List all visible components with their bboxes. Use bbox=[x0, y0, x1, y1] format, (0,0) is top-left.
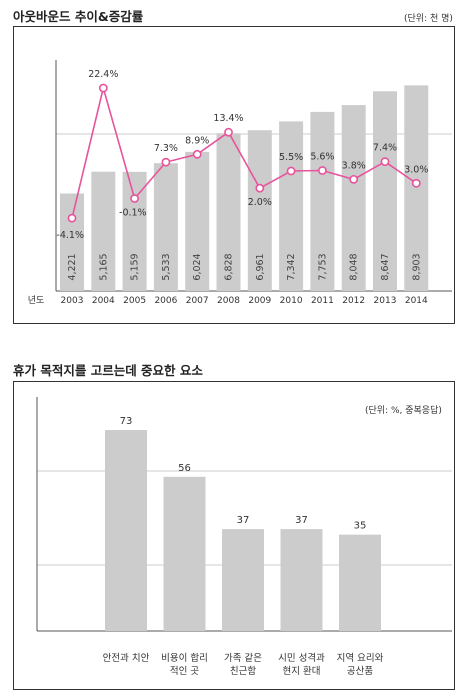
bar-value-label: 6,961 bbox=[255, 253, 266, 280]
x-tick-label: 2012 bbox=[342, 296, 365, 306]
x-tick-label: 2010 bbox=[280, 296, 303, 306]
bar bbox=[91, 171, 116, 291]
chart1-frame: 4,221 2003 5,165 2004 5,159 2005 5,533 2006 6,02… bbox=[13, 26, 455, 324]
bar bbox=[222, 529, 264, 631]
x-tick-label: 시민 성격과 bbox=[278, 652, 325, 664]
bar-value-label: 37 bbox=[295, 515, 308, 526]
bar bbox=[122, 171, 147, 291]
growth-rate-label: 5.6% bbox=[310, 152, 334, 163]
growth-rate-label: -0.1% bbox=[119, 207, 147, 218]
bar-value-label: 35 bbox=[354, 521, 367, 532]
bar-value-label: 6,828 bbox=[224, 253, 235, 280]
chart1-svg: 4,221 2003 5,165 2004 5,159 2005 5,533 2006 6,02… bbox=[28, 60, 452, 306]
bar-value-label: 5,165 bbox=[98, 253, 109, 280]
bar bbox=[373, 91, 397, 291]
growth-rate-label: 2.0% bbox=[248, 197, 272, 208]
x-tick-label: 2003 bbox=[61, 296, 84, 306]
chart1-title: 아웃바운드 추이&증감률 bbox=[13, 9, 144, 24]
bar-value-label: 8,903 bbox=[411, 253, 422, 280]
bar bbox=[339, 534, 381, 631]
growth-rate-point bbox=[411, 178, 421, 188]
bar bbox=[341, 105, 366, 291]
bar bbox=[280, 529, 323, 631]
chart2-frame: (단위: %, 중복응답) 73 안전과 치안 56 비용이 합리 적인 곳 37 가족 같… bbox=[13, 381, 455, 690]
bar-value-label: 73 bbox=[120, 416, 133, 427]
x-tick-label: 현지 환대 bbox=[283, 665, 321, 677]
growth-rate-label: 7.3% bbox=[154, 143, 178, 154]
x-tick-label: 2013 bbox=[374, 296, 397, 306]
x-tick-label: 2009 bbox=[248, 296, 271, 306]
x-tick-label: 2011 bbox=[311, 296, 334, 306]
bar bbox=[60, 193, 84, 291]
bar bbox=[185, 151, 210, 291]
bar bbox=[404, 85, 429, 291]
growth-rate-line bbox=[71, 84, 417, 219]
growth-rate-point bbox=[286, 166, 296, 176]
bar-value-label: 8,647 bbox=[380, 253, 391, 280]
growth-rate-label: 7.4% bbox=[373, 143, 397, 154]
x-tick-label: 비용이 합리 bbox=[161, 653, 208, 664]
x-tick-label: 2008 bbox=[217, 296, 240, 306]
x-tick-label: 2004 bbox=[92, 296, 115, 306]
growth-rate-point bbox=[192, 149, 202, 159]
chart2-unit: (단위: %, 중복응답) bbox=[365, 406, 442, 416]
bar-value-label: 4,221 bbox=[67, 253, 78, 280]
growth-rate-point bbox=[317, 166, 327, 175]
bar bbox=[216, 133, 241, 291]
bar bbox=[310, 111, 335, 291]
x-tick-label: 가족 같은 bbox=[224, 652, 262, 664]
x-tick-label: 2006 bbox=[154, 296, 177, 306]
growth-rate-point bbox=[349, 174, 359, 184]
growth-rate-label: 5.5% bbox=[279, 152, 303, 163]
growth-rate-point bbox=[255, 183, 265, 193]
bar bbox=[279, 121, 304, 291]
bar-value-label: 5,533 bbox=[161, 253, 172, 280]
x-tick-label: 공산품 bbox=[347, 666, 373, 677]
bar-value-label: 8,048 bbox=[349, 253, 360, 280]
growth-rate-label: -4.1% bbox=[56, 230, 84, 241]
growth-rate-label: 13.4% bbox=[213, 113, 243, 124]
growth-rate-label: 22.4% bbox=[88, 69, 118, 80]
chart2-title: 휴가 목적지를 고르는데 중요한 요소 bbox=[13, 363, 203, 378]
growth-rate-point bbox=[224, 127, 233, 137]
bar-value-label: 7,342 bbox=[286, 253, 297, 280]
x-tick-label: 안전과 치안 bbox=[103, 652, 150, 664]
bar-value-label: 6,024 bbox=[192, 253, 203, 280]
bar bbox=[105, 430, 147, 631]
growth-rate-label: 3.0% bbox=[404, 164, 428, 175]
x-tick-label: 적인 곳 bbox=[170, 665, 199, 677]
x-tick-label: 친근함 bbox=[230, 666, 256, 677]
x-axis-prefix: 년도 bbox=[28, 295, 45, 306]
bar-value-label: 5,159 bbox=[130, 253, 141, 280]
bar bbox=[163, 476, 206, 631]
growth-rate-label: 8.9% bbox=[185, 135, 209, 146]
bar bbox=[247, 130, 272, 291]
growth-rate-point bbox=[67, 213, 77, 223]
x-tick-label: 2014 bbox=[405, 296, 428, 306]
growth-rate-point bbox=[161, 157, 171, 167]
bar-value-label: 56 bbox=[178, 463, 191, 474]
bar-value-label: 37 bbox=[237, 515, 250, 526]
bar bbox=[153, 163, 178, 291]
x-tick-label: 지역 요리와 bbox=[337, 652, 384, 664]
x-tick-label: 2007 bbox=[186, 296, 209, 306]
growth-rate-point bbox=[130, 194, 139, 203]
bar-value-label: 7,753 bbox=[317, 253, 328, 280]
x-tick-label: 2005 bbox=[123, 296, 146, 306]
chart1-unit: (단위: 천 명) bbox=[404, 14, 453, 24]
growth-rate-point bbox=[380, 157, 390, 167]
growth-rate-label: 3.8% bbox=[342, 160, 366, 171]
growth-rate-point bbox=[98, 83, 108, 93]
